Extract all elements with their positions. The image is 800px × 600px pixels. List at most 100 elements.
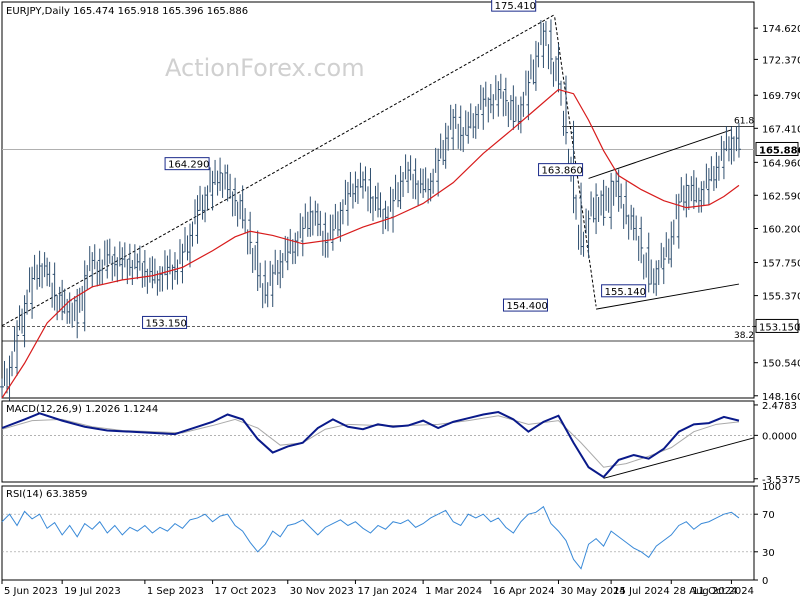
watermark: ActionForex.com: [165, 54, 365, 82]
current-price-box: [755, 141, 799, 156]
candle: [496, 73, 504, 117]
candle: [646, 232, 655, 294]
candle: [443, 104, 452, 169]
candle: [270, 249, 279, 307]
x-tick-label: 30 Nov 2023: [290, 586, 354, 597]
candle: [684, 173, 692, 218]
candle: [188, 199, 196, 268]
price-tick-label: 160.200: [762, 224, 800, 235]
candle: [503, 77, 512, 128]
rsi-tick-label: 30: [762, 548, 775, 559]
candle: [533, 20, 542, 91]
candle: [97, 240, 106, 286]
candle: [436, 133, 444, 197]
x-tick-label: 1 Sep 2023: [147, 586, 204, 597]
macd-line: [1, 411, 740, 479]
candle: [488, 75, 497, 120]
annotation-label: 163.860: [542, 166, 583, 177]
annotation-box: [538, 163, 584, 177]
lower-channel-line: [595, 283, 740, 310]
support-price-label: 153.150: [759, 322, 800, 333]
candle: [90, 244, 98, 288]
x-axis: 5 Jun 2023 19 Jul 2023 1 Sep 2023 17 Oct 20…: [1, 580, 754, 597]
price-tick-label: 172.370: [762, 55, 800, 66]
current-price-tag: 165.886: [755, 141, 800, 156]
candle: [37, 250, 46, 289]
candle: [240, 185, 249, 255]
candle: [45, 257, 53, 308]
candle: [518, 70, 527, 134]
candle: [135, 245, 143, 288]
candle: [112, 241, 121, 283]
price-annotation: 164.290: [164, 157, 210, 171]
candle: [699, 163, 707, 213]
upper-channel-line: [588, 129, 732, 179]
annotation-label: 153.150: [146, 318, 187, 329]
fib-382-label: 38.2: [734, 331, 754, 341]
long-trendline: [1, 14, 555, 327]
candle: [308, 196, 316, 237]
candle: [172, 239, 181, 285]
rsi-tick-label: 100: [762, 482, 781, 493]
rsi-panel: 100 70 30 0 RSI(14) 63.3859: [1, 482, 781, 587]
price-tick-label: 174.620: [762, 24, 800, 35]
support-price-box: [755, 318, 799, 333]
annotation-box: [164, 157, 210, 171]
candle: [631, 207, 640, 261]
candle: [601, 179, 610, 226]
candle: [22, 267, 31, 348]
candle: [511, 85, 519, 130]
candle: [345, 171, 354, 226]
candle: [255, 230, 264, 309]
candle: [451, 103, 459, 150]
candle: [165, 249, 173, 290]
current-price-label: 165.886: [759, 145, 800, 156]
x-tick-label: 1 Mar 2024: [425, 586, 482, 597]
candle: [315, 203, 324, 256]
price-annotation: 163.860: [538, 163, 584, 177]
x-tick-label: 17 Oct 2023: [215, 586, 277, 597]
candle: [142, 250, 151, 294]
macd-signal-line: [1, 415, 740, 468]
candle: [157, 250, 166, 292]
macd-panel: 2.4783 0.0000 -3.5375 MACD(12,26,9) 1.2026 …: [1, 400, 800, 486]
panel-frame: [1, 400, 755, 483]
candle: [616, 169, 625, 229]
price-tick-label: 155.370: [762, 292, 800, 303]
candle: [263, 260, 271, 308]
candle: [376, 182, 384, 235]
candle: [300, 203, 309, 257]
candle: [195, 185, 204, 244]
candle: [338, 179, 346, 242]
rsi-tick-label: 70: [762, 510, 775, 521]
annotation-label: 175.410: [495, 1, 536, 12]
candle: [225, 164, 234, 217]
candle: [526, 54, 534, 121]
price-tick-label: 164.960: [762, 158, 800, 169]
rsi-tick-label: 0: [762, 576, 768, 587]
rsi-line: [1, 505, 740, 570]
candle: [278, 235, 286, 289]
annotation-box: [601, 284, 647, 298]
x-tick-label: 5 Jun 2023: [4, 586, 58, 597]
candle: [75, 285, 83, 339]
candle: [736, 122, 741, 158]
candle: [105, 238, 113, 281]
candle: [639, 216, 647, 280]
x-tick-label: 16 Apr 2024: [493, 586, 555, 597]
candle: [691, 170, 700, 213]
candle: [609, 171, 617, 230]
candle: [353, 162, 361, 204]
price-tick-label: 157.750: [762, 259, 800, 270]
candle: [458, 105, 467, 153]
price-panel: ActionForex.com EURJPY,Daily 165.474 165.…: [0, 0, 800, 403]
candle: [428, 147, 437, 202]
candle: [233, 177, 241, 227]
candle: [360, 166, 369, 212]
candle: [579, 182, 587, 257]
macd-tick-label: 0.0000: [762, 431, 797, 442]
candle: [330, 203, 339, 251]
candle: [248, 211, 256, 273]
candle: [30, 254, 38, 319]
